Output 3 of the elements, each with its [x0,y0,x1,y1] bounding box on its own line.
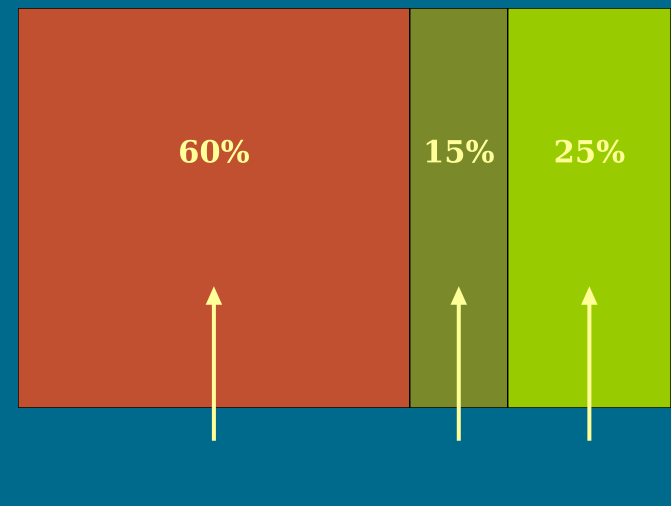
data-label: 25% [556,140,624,163]
data-label: 15% [426,140,494,163]
data-label: 60% [180,140,249,163]
